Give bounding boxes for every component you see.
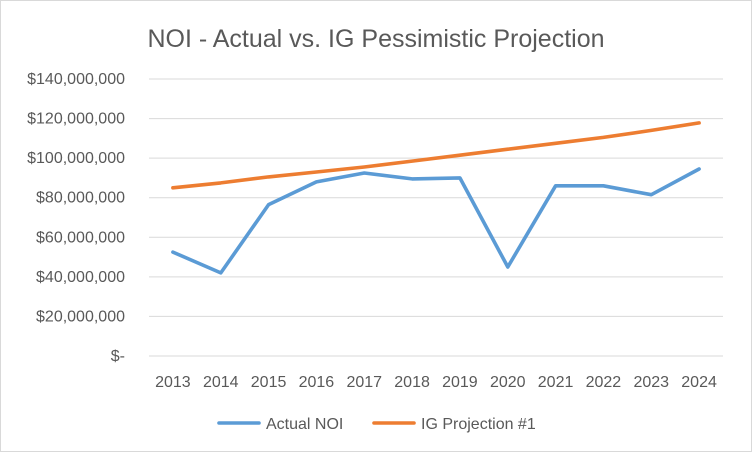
y-tick-label: $100,000,000 — [27, 150, 125, 167]
series-line-actual-noi — [171, 167, 701, 275]
y-tick-label: $- — [111, 348, 125, 365]
y-axis-tick-labels: $- $20,000,000 $40,000,000 $60,000,000 $80,0… — [27, 71, 125, 365]
series-line-ig-projection-1 — [171, 121, 701, 190]
chart-title: NOI - Actual vs. IG Pessimistic Projecti… — [147, 25, 604, 53]
x-tick-label: 2018 — [394, 374, 430, 391]
x-tick-label: 2023 — [633, 374, 669, 391]
x-tick-label: 2019 — [442, 374, 478, 391]
legend-label: IG Projection #1 — [421, 416, 536, 433]
series-lines — [171, 121, 701, 275]
legend-label: Actual NOI — [266, 416, 343, 433]
y-tick-label: $40,000,000 — [36, 269, 125, 286]
x-tick-label: 2017 — [346, 374, 382, 391]
x-tick-label: 2016 — [299, 374, 335, 391]
x-tick-label: 2024 — [681, 374, 717, 391]
x-tick-label: 2022 — [586, 374, 622, 391]
x-axis-tick-labels: 2013 2014 2015 2016 2017 2018 2019 2020 2021 2022… — [155, 374, 717, 391]
y-tick-label: $140,000,000 — [27, 71, 125, 88]
y-tick-label: $80,000,000 — [36, 190, 125, 207]
x-tick-label: 2020 — [490, 374, 526, 391]
gridlines — [149, 78, 723, 357]
y-tick-label: $60,000,000 — [36, 229, 125, 246]
x-tick-label: 2021 — [538, 374, 574, 391]
x-tick-label: 2015 — [251, 374, 287, 391]
x-tick-label: 2014 — [203, 374, 239, 391]
y-tick-label: $20,000,000 — [36, 308, 125, 325]
legend: Actual NOI IG Projection #1 — [217, 416, 536, 433]
y-tick-label: $120,000,000 — [27, 111, 125, 128]
x-tick-label: 2013 — [155, 374, 191, 391]
